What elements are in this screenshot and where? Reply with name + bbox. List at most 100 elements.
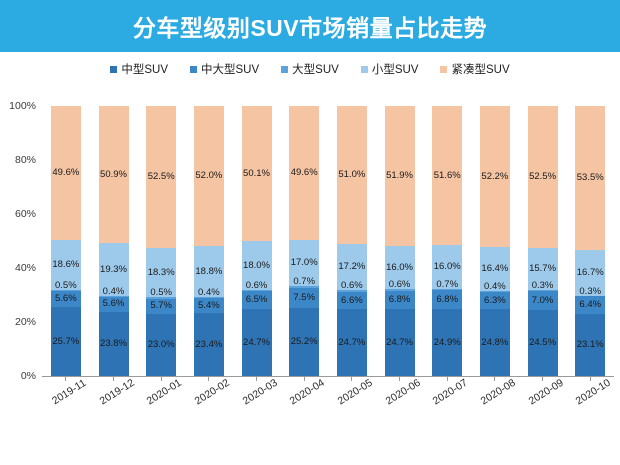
bar-segment[interactable]: 0.6% [384, 280, 415, 291]
stacked-bar[interactable]: 52.0% 18.8% 0.4% 5.4% 23.4% [193, 106, 224, 376]
bar-segment[interactable]: 24.7% [384, 309, 415, 376]
bar-segment[interactable]: 25.7% [50, 306, 81, 376]
bar-segment[interactable]: 24.9% [432, 308, 463, 376]
stacked-bar[interactable]: 49.6% 18.6% 0.5% 5.6% 25.7% [50, 106, 81, 376]
bar-segment[interactable]: 0.5% [146, 288, 177, 299]
bar-segment-value-label: 7.0% [531, 294, 554, 306]
bar-segment[interactable]: 51.6% [432, 106, 463, 246]
bar-segment[interactable]: 6.8% [432, 290, 463, 309]
stacked-bar[interactable]: 51.0% 17.2% 0.6% 6.6% 24.7% [336, 106, 367, 376]
bar-segment[interactable]: 24.7% [241, 309, 272, 376]
bar-segment[interactable]: 25.2% [289, 307, 320, 376]
stacked-bar[interactable]: 51.6% 16.0% 0.7% 6.8% 24.9% [432, 106, 463, 376]
stacked-bar[interactable]: 52.5% 18.3% 0.5% 5.7% 23.0% [146, 106, 177, 376]
bar-segment[interactable]: 18.8% [193, 246, 224, 298]
bar-segment-value-label: 53.5% [576, 172, 604, 184]
bar-segment[interactable]: 52.5% [527, 106, 558, 248]
bar-segment[interactable]: 16.0% [432, 245, 463, 289]
bar-segment[interactable]: 0.7% [289, 277, 320, 288]
bar-segment[interactable]: 23.1% [575, 313, 606, 376]
bar-segment[interactable]: 49.6% [289, 106, 320, 240]
legend-item[interactable]: 中大型SUV [190, 61, 259, 77]
bar-segment[interactable]: 0.6% [241, 281, 272, 292]
bar-segment[interactable]: 0.4% [479, 282, 510, 293]
bar-segment[interactable]: 51.0% [336, 106, 367, 244]
bar-segment[interactable]: 0.4% [98, 287, 129, 297]
x-axis-tick-label: 2020-08 [478, 376, 518, 408]
bar-segment[interactable]: 16.7% [575, 250, 606, 296]
bar-column[interactable]: 50.9% 19.3% 0.4% 5.6% 23.8% [90, 106, 138, 376]
x-axis-label-cell: 2020-07 [423, 377, 471, 443]
bar-column[interactable]: 49.6% 17.0% 0.7% 7.5% 25.2% [280, 106, 328, 376]
bar-segment[interactable]: 0.3% [527, 281, 558, 291]
bar-segment-value-label: 52.5% [147, 171, 175, 183]
bar-segment[interactable]: 5.4% [193, 298, 224, 313]
bar-segment[interactable]: 5.7% [146, 298, 177, 314]
legend-swatch-icon [190, 65, 198, 73]
stacked-bar[interactable]: 50.1% 18.0% 0.6% 6.5% 24.7% [241, 106, 272, 376]
bar-segment[interactable]: 17.2% [336, 243, 367, 290]
bar-segment[interactable]: 15.7% [527, 247, 558, 291]
bar-segment[interactable]: 5.6% [50, 291, 81, 307]
legend-item[interactable]: 中型SUV [110, 61, 168, 77]
bar-segment[interactable]: 16.0% [384, 246, 415, 290]
bar-segment[interactable]: 0.7% [432, 279, 463, 291]
bar-segment[interactable]: 19.3% [98, 243, 129, 296]
bar-segment-value-label: 24.5% [529, 337, 557, 349]
bar-segment[interactable]: 53.5% [575, 106, 606, 251]
bar-segment[interactable]: 7.0% [527, 290, 558, 310]
bar-segment[interactable]: 0.4% [193, 288, 224, 299]
bar-segment[interactable]: 6.6% [336, 291, 367, 310]
bar-segment[interactable]: 5.6% [98, 296, 129, 312]
bar-column[interactable]: 49.6% 18.6% 0.5% 5.6% 25.7% [42, 106, 90, 376]
bar-column[interactable]: 51.0% 17.2% 0.6% 6.6% 24.7% [328, 106, 376, 376]
stacked-bar[interactable]: 50.9% 19.3% 0.4% 5.6% 23.8% [98, 106, 129, 376]
bar-column[interactable]: 52.2% 16.4% 0.4% 6.3% 24.8% [471, 106, 519, 376]
bar-segment[interactable]: 52.5% [146, 106, 177, 248]
bar-segment[interactable]: 23.4% [193, 312, 224, 376]
bar-segment[interactable]: 50.9% [98, 106, 129, 244]
bar-column[interactable]: 52.0% 18.8% 0.4% 5.4% 23.4% [185, 106, 233, 376]
stacked-bar[interactable]: 53.5% 16.7% 0.3% 6.4% 23.1% [575, 106, 606, 376]
legend-item[interactable]: 大型SUV [281, 61, 339, 77]
bar-segment[interactable]: 0.6% [336, 281, 367, 292]
bar-segment[interactable]: 6.4% [575, 296, 606, 314]
bar-segment-value-label: 6.3% [484, 294, 506, 306]
bar-segment[interactable]: 7.5% [289, 287, 320, 308]
bar-segment[interactable]: 52.2% [479, 106, 510, 247]
bar-segment[interactable]: 17.0% [289, 239, 320, 286]
bar-column[interactable]: 52.5% 18.3% 0.5% 5.7% 23.0% [137, 106, 185, 376]
bar-segment[interactable]: 6.8% [384, 290, 415, 310]
stacked-bar[interactable]: 49.6% 17.0% 0.7% 7.5% 25.2% [289, 106, 320, 376]
bar-segment[interactable]: 23.8% [98, 311, 129, 376]
bar-segment[interactable]: 6.5% [241, 291, 272, 310]
bar-segment[interactable]: 16.4% [479, 246, 510, 292]
bar-column[interactable]: 53.5% 16.7% 0.3% 6.4% 23.1% [566, 106, 614, 376]
bar-segment[interactable]: 52.0% [193, 106, 224, 247]
bar-segment[interactable]: 24.7% [336, 309, 367, 376]
bar-column[interactable]: 51.6% 16.0% 0.7% 6.8% 24.9% [423, 106, 471, 376]
bar-segment[interactable]: 0.3% [575, 287, 606, 297]
bar-segment[interactable]: 24.5% [527, 309, 558, 376]
bar-segment[interactable]: 49.6% [50, 106, 81, 240]
bar-segment[interactable]: 18.6% [50, 239, 81, 291]
stacked-bar[interactable]: 51.9% 16.0% 0.6% 6.8% 24.7% [384, 106, 415, 376]
bar-segment[interactable]: 0.5% [50, 281, 81, 292]
bar-segment[interactable]: 51.9% [384, 106, 415, 247]
bar-segment[interactable]: 18.3% [146, 247, 177, 298]
bar-segment[interactable]: 6.3% [479, 292, 510, 310]
bar-segment[interactable]: 23.0% [146, 313, 177, 376]
bar-segment[interactable]: 50.1% [241, 106, 272, 242]
bar-column[interactable]: 51.9% 16.0% 0.6% 6.8% 24.7% [376, 106, 424, 376]
stacked-bar[interactable]: 52.2% 16.4% 0.4% 6.3% 24.8% [479, 106, 510, 376]
bar-segment-value-label: 0.4% [102, 285, 125, 297]
bar-segment[interactable]: 18.0% [241, 241, 272, 290]
legend-item[interactable]: 紧凑型SUV [440, 61, 510, 77]
stacked-bar[interactable]: 52.5% 15.7% 0.3% 7.0% 24.5% [527, 106, 558, 376]
bar-column[interactable]: 52.5% 15.7% 0.3% 7.0% 24.5% [519, 106, 567, 376]
bar-column[interactable]: 50.1% 18.0% 0.6% 6.5% 24.7% [233, 106, 281, 376]
x-axis-tickmark [160, 376, 162, 381]
legend-item[interactable]: 小型SUV [360, 61, 418, 77]
legend-item-label: 中型SUV [121, 64, 169, 76]
bar-segment[interactable]: 24.8% [479, 309, 510, 376]
